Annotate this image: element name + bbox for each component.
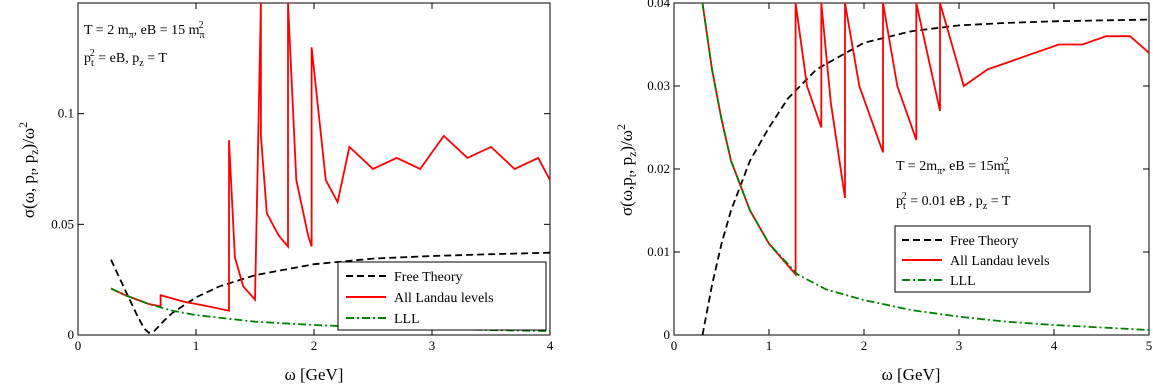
left-legend-lll: LLL	[394, 312, 420, 327]
right-legend: Free Theory All Landau levels LLL	[894, 225, 1091, 293]
y-tick-label-1: 0.01	[647, 244, 670, 259]
x-tick-label-2: 2	[311, 338, 318, 353]
left-chart: 0 1 2 3 4 0 0.05 0.1 T = 2 mπ, eB = 15 mπ2 pt2 …	[16, 2, 554, 384]
left-ticks: 0 1 2 3 4 0 0.05 0.1	[51, 3, 554, 353]
right-legend-lll: LLL	[950, 274, 976, 289]
x-tick-label-4: 4	[1051, 338, 1058, 353]
x-tick-label-4: 4	[547, 338, 554, 353]
right-y-axis-label: σ(ω,pt, pz)/ω2	[614, 124, 639, 216]
series-free-theory	[701, 18, 1149, 335]
right-ticks: 0 1 2 3 4 5 0 0.01 0.02 0.03 0.04	[647, 0, 1152, 353]
right-legend-all-landau: All Landau levels	[950, 254, 1050, 269]
x-tick-label-2: 2	[861, 338, 868, 353]
left-legend-free-theory: Free Theory	[394, 270, 463, 285]
y-tick-label-3: 0.03	[647, 78, 670, 93]
y-tick-label-0: 0	[68, 327, 75, 342]
x-tick-label-0: 0	[75, 338, 82, 353]
right-x-axis-label: ω [GeV]	[882, 365, 941, 384]
series-lll	[110, 287, 550, 332]
right-annotation-line-2: pt2 = 0.01 eB , pz = T	[896, 191, 1011, 212]
y-tick-label-1: 0.05	[51, 216, 74, 231]
y-tick-label-2: 0.1	[58, 106, 74, 121]
y-tick-label-2: 0.02	[647, 161, 670, 176]
right-series	[701, 3, 1149, 335]
right-annotation-line-1: T = 2mπ, eB = 15mπ2	[896, 156, 1010, 177]
left-legend-all-landau: All Landau levels	[394, 291, 494, 306]
left-annotation-line-2: pt2 = eB, pz = T	[84, 48, 167, 69]
left-legend: Free Theory All Landau levels LLL	[337, 261, 547, 331]
right-chart: 0 1 2 3 4 5 0 0.01 0.02 0.03 0.04 T = 2mπ, eB = 15…	[614, 0, 1152, 384]
x-tick-label-0: 0	[671, 338, 678, 353]
x-tick-label-3: 3	[956, 338, 963, 353]
left-annotation-line-1: T = 2 mπ, eB = 15 mπ2	[84, 20, 205, 41]
x-tick-label-1: 1	[193, 338, 200, 353]
series-lll	[701, 3, 1149, 331]
y-tick-label-4: 0.04	[647, 0, 670, 10]
left-x-axis-label: ω [GeV]	[285, 365, 344, 384]
series-all-landau-levels	[110, 3, 550, 312]
y-tick-label-0: 0	[664, 327, 671, 342]
x-tick-label-1: 1	[766, 338, 773, 353]
series-free-theory	[110, 251, 550, 334]
x-tick-label-3: 3	[429, 338, 436, 353]
x-tick-label-5: 5	[1146, 338, 1153, 353]
left-y-axis-label: σ(ω, pt, pz)/ω2	[16, 122, 41, 218]
left-series	[110, 3, 550, 334]
right-legend-free-theory: Free Theory	[950, 234, 1019, 249]
